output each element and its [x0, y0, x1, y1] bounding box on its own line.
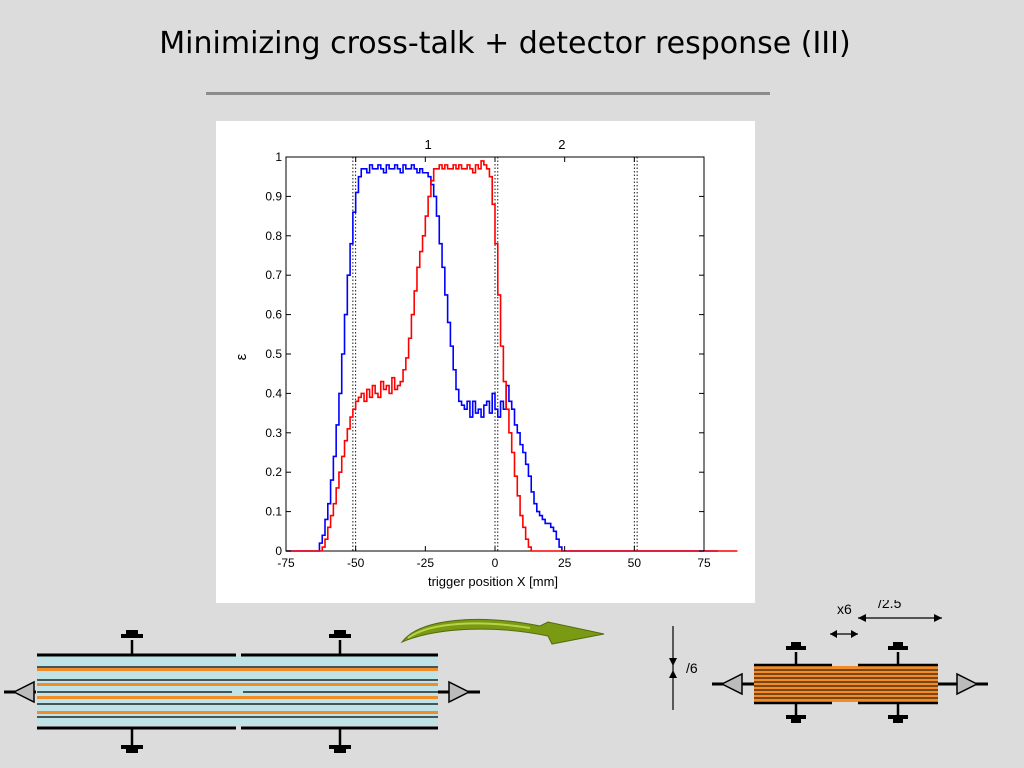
x-tick-label: 75 [697, 556, 711, 570]
x-tick-label: -75 [277, 556, 295, 570]
large-detector-stack [4, 630, 480, 753]
scale-annotations: x6 /2.5 /6 [669, 600, 942, 710]
x-tick-label: 25 [558, 556, 572, 570]
y-tick-label: 0.4 [265, 386, 282, 400]
x-axis-label: trigger position X [mm] [428, 574, 558, 589]
detector-region-label: 2 [558, 137, 565, 152]
y-tick-label: 0.9 [265, 189, 282, 203]
series-line-2 [286, 160, 738, 552]
y-tick-label: 0 [275, 544, 282, 558]
detector-region-label: 1 [425, 137, 432, 152]
title-divider [206, 92, 770, 95]
x-tick-label: 0 [492, 556, 499, 570]
y-tick-label: 0.6 [265, 308, 282, 322]
scale-label-6: /6 [686, 660, 698, 676]
x-tick-label: 50 [628, 556, 642, 570]
plot-panel: 0 0.1 0.2 0.3 0.4 0.5 0.6 0.7 0.8 0.9 1 -75 -50 -25 0… [216, 121, 755, 603]
y-tick-label: 0.2 [265, 465, 282, 479]
detector-schematic: x6 /2.5 /6 [4, 600, 988, 753]
scale-label-2-5: /2.5 [878, 600, 902, 611]
scale-label-x6: x6 [837, 601, 852, 617]
x-tick-label: -50 [347, 556, 365, 570]
y-tick-label: 0.1 [265, 505, 282, 519]
y-tick-label: 0.8 [265, 229, 282, 243]
y-tick-label: 0.7 [265, 268, 282, 282]
y-tick-label: 0.3 [265, 426, 282, 440]
small-detector-stack [712, 642, 988, 723]
y-tick-label: 1 [275, 150, 282, 164]
slide-title: Minimizing cross-talk + detector respons… [159, 26, 851, 61]
y-axis-label: ε [233, 353, 250, 360]
x-tick-label: -25 [417, 556, 435, 570]
efficiency-chart: 0 0.1 0.2 0.3 0.4 0.5 0.6 0.7 0.8 0.9 1 -75 -50 -25 0… [233, 137, 738, 589]
scaling-arrow [400, 618, 605, 645]
y-tick-label: 0.5 [265, 347, 282, 361]
